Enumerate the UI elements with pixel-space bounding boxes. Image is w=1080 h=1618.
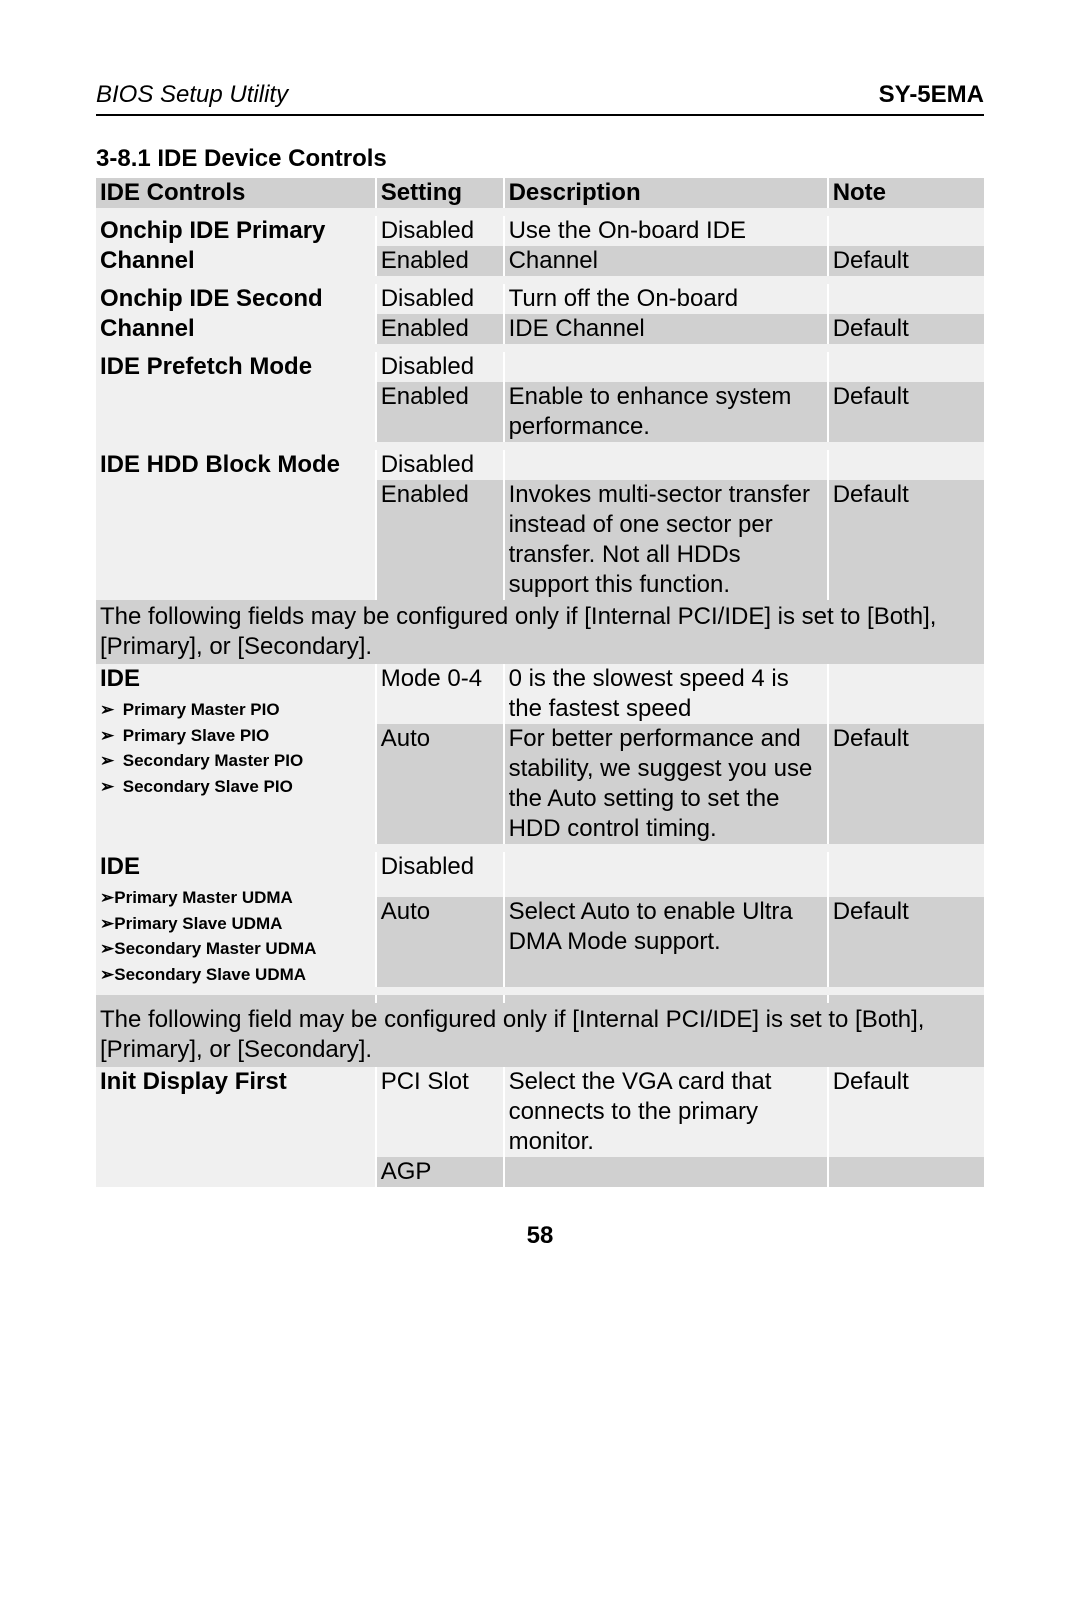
- th-ide-controls: IDE Controls: [96, 178, 376, 208]
- setting-cell: Disabled: [376, 352, 504, 382]
- note-cell: Default: [828, 1067, 984, 1157]
- page-number: 58: [96, 1221, 984, 1251]
- ctrl-label-group: IDE ➢Primary Master UDMA ➢Primary Slave …: [96, 852, 376, 987]
- desc-cell: [504, 450, 828, 480]
- desc-cell: [504, 352, 828, 382]
- desc-cell: 0 is the slowest speed 4 is the fastest …: [504, 664, 828, 724]
- desc-cell: [504, 852, 828, 897]
- note-cell: Default: [828, 246, 984, 276]
- setting-cell: Disabled: [376, 450, 504, 480]
- note-cell: [828, 664, 984, 724]
- setting-cell: Auto: [376, 724, 504, 844]
- table-row: IDE HDD Block Mode Disabled: [96, 450, 984, 480]
- th-note: Note: [828, 178, 984, 208]
- ctrl-label: Channel: [96, 246, 376, 276]
- setting-cell: Mode 0-4: [376, 664, 504, 724]
- desc-cell: Enable to enhance system performance.: [504, 382, 828, 442]
- desc-cell: Turn off the On-board: [504, 284, 828, 314]
- table-row: Channel Enabled Channel Default: [96, 246, 984, 276]
- note-cell: Default: [828, 314, 984, 344]
- table-row: Onchip IDE Second Disabled Turn off the …: [96, 284, 984, 314]
- setting-cell: PCI Slot: [376, 1067, 504, 1157]
- document-page: BIOS Setup Utility SY-5EMA 3-8.1 IDE Dev…: [0, 0, 1080, 1618]
- note-cell: [828, 284, 984, 314]
- ctrl-label-group: IDE ➢ Primary Master PIO ➢ Primary Slave…: [96, 664, 376, 844]
- desc-cell: Select the VGA card that connects to the…: [504, 1067, 828, 1157]
- header-left: BIOS Setup Utility: [96, 80, 288, 110]
- setting-cell: Auto: [376, 897, 504, 987]
- arrow-icon: ➢: [100, 939, 114, 958]
- note-cell: [828, 852, 984, 897]
- page-header: BIOS Setup Utility SY-5EMA: [96, 80, 984, 116]
- setting-cell: AGP: [376, 1157, 504, 1187]
- table-header-row: IDE Controls Setting Description Note: [96, 178, 984, 208]
- group-heading: IDE: [100, 664, 371, 694]
- ctrl-label: IDE Prefetch Mode: [96, 352, 376, 442]
- ctrl-label: Onchip IDE Second: [96, 284, 376, 314]
- desc-cell: Channel: [504, 246, 828, 276]
- group-heading: IDE: [100, 852, 371, 882]
- arrow-icon: ➢: [100, 748, 118, 774]
- config-note-text: The following field may be configured on…: [96, 1003, 984, 1067]
- desc-cell: Select Auto to enable Ultra DMA Mode sup…: [504, 897, 828, 987]
- setting-cell: Enabled: [376, 382, 504, 442]
- setting-cell: Enabled: [376, 246, 504, 276]
- table-row: Channel Enabled IDE Channel Default: [96, 314, 984, 344]
- ctrl-label: Init Display First: [96, 1067, 376, 1187]
- arrow-icon: ➢: [100, 888, 114, 907]
- table-row: IDE ➢ Primary Master PIO ➢ Primary Slave…: [96, 664, 984, 724]
- group-sublist: ➢Primary Master UDMA ➢Primary Slave UDMA…: [100, 882, 371, 987]
- setting-cell: Enabled: [376, 480, 504, 600]
- note-cell: [828, 216, 984, 246]
- ide-controls-table: IDE Controls Setting Description Note On…: [96, 178, 984, 1187]
- table-row: Onchip IDE Primary Disabled Use the On-b…: [96, 216, 984, 246]
- arrow-icon: ➢: [100, 697, 118, 723]
- arrow-icon: ➢: [100, 723, 118, 749]
- desc-cell: [504, 1157, 828, 1187]
- arrow-icon: ➢: [100, 965, 114, 984]
- desc-cell: For better performance and stability, we…: [504, 724, 828, 844]
- note-cell: Default: [828, 724, 984, 844]
- config-note-text: The following fields may be configured o…: [96, 600, 984, 664]
- setting-cell: Disabled: [376, 852, 504, 897]
- section-title: 3-8.1 IDE Device Controls: [96, 144, 984, 174]
- header-right: SY-5EMA: [879, 80, 984, 110]
- ctrl-label: Onchip IDE Primary: [96, 216, 376, 246]
- table-row: Init Display First PCI Slot Select the V…: [96, 1067, 984, 1157]
- th-setting: Setting: [376, 178, 504, 208]
- setting-cell: Enabled: [376, 314, 504, 344]
- config-note-row: The following field may be configured on…: [96, 1003, 984, 1067]
- arrow-icon: ➢: [100, 914, 114, 933]
- table-row: IDE ➢Primary Master UDMA ➢Primary Slave …: [96, 852, 984, 897]
- setting-cell: Disabled: [376, 216, 504, 246]
- note-cell: Default: [828, 382, 984, 442]
- table-row: IDE Prefetch Mode Disabled: [96, 352, 984, 382]
- note-cell: [828, 1157, 984, 1187]
- note-cell: Default: [828, 897, 984, 987]
- ctrl-label: Channel: [96, 314, 376, 344]
- note-cell: Default: [828, 480, 984, 600]
- setting-cell: Disabled: [376, 284, 504, 314]
- desc-cell: Invokes multi-sector transfer instead of…: [504, 480, 828, 600]
- arrow-icon: ➢: [100, 774, 118, 800]
- th-description: Description: [504, 178, 828, 208]
- note-cell: [828, 352, 984, 382]
- group-sublist: ➢ Primary Master PIO ➢ Primary Slave PIO…: [100, 694, 371, 799]
- desc-cell: IDE Channel: [504, 314, 828, 344]
- note-cell: [828, 450, 984, 480]
- desc-cell: Use the On-board IDE: [504, 216, 828, 246]
- config-note-row: The following fields may be configured o…: [96, 600, 984, 664]
- ctrl-label: IDE HDD Block Mode: [96, 450, 376, 600]
